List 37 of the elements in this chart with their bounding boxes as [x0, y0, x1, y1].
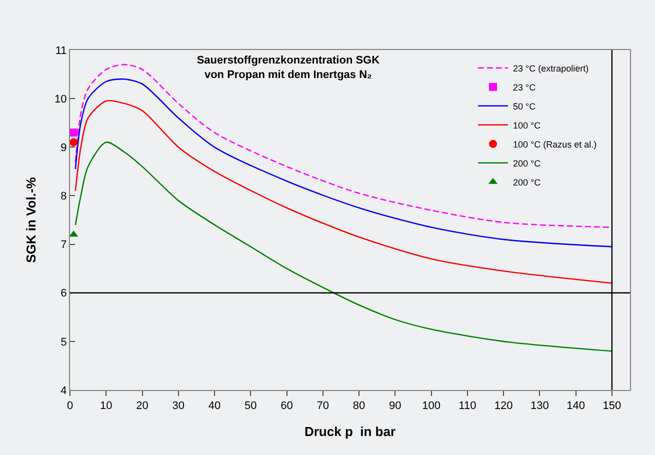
- x-axis-title: Druck p in bar: [304, 424, 396, 439]
- y-axis-title: SGK in Vol.-%: [24, 176, 38, 263]
- x-tick-label: 70: [316, 400, 330, 412]
- y-tick-label: 10: [54, 93, 67, 106]
- x-tick-label: 120: [494, 400, 513, 412]
- x-tick-label: 140: [566, 400, 585, 412]
- x-tick-label: 80: [352, 400, 366, 412]
- x-tick-label: 50: [244, 400, 257, 412]
- legend-label: 200 °C: [513, 177, 542, 188]
- x-tick-label: 130: [530, 400, 549, 412]
- x-tick-label: 40: [208, 400, 221, 412]
- x-tick-label: 20: [136, 400, 148, 412]
- y-tick-label: 9: [60, 142, 67, 154]
- legend-label: 100 °C (Razus et al.): [513, 139, 597, 150]
- y-tick-label: 6: [60, 288, 67, 300]
- x-tick-label: 100: [422, 400, 440, 412]
- legend-label: 200 °C: [513, 158, 542, 168]
- legend-label: 100 °C: [513, 120, 542, 130]
- x-tick-label: 10: [100, 400, 112, 412]
- x-tick-label: 90: [389, 400, 402, 412]
- legend-label: 23 °C: [513, 82, 536, 92]
- x-tick-label: 30: [172, 400, 185, 412]
- text: von Propan mit dem Inertgas N₂: [204, 69, 372, 81]
- y-tick-label: 5: [60, 336, 67, 348]
- y-tick-label: 11: [55, 44, 67, 57]
- y-tick-label: 7: [60, 239, 67, 252]
- legend-label: 23 °C (extrapoliert): [513, 63, 589, 74]
- x-tick-label: 60: [280, 400, 293, 412]
- chart-title: Sauerstoffgrenzkonzentration SGK: [196, 54, 380, 67]
- x-tick-label: 150: [602, 400, 622, 412]
- y-tick-label: 4: [60, 384, 67, 397]
- legend-label: 50 °C: [513, 101, 536, 112]
- y-tick-label: 8: [60, 190, 67, 203]
- line-series: [74, 142, 613, 352]
- line-series: [74, 100, 613, 284]
- x-tick-label: 110: [458, 400, 476, 412]
- x-tick-label: 0: [66, 400, 74, 412]
